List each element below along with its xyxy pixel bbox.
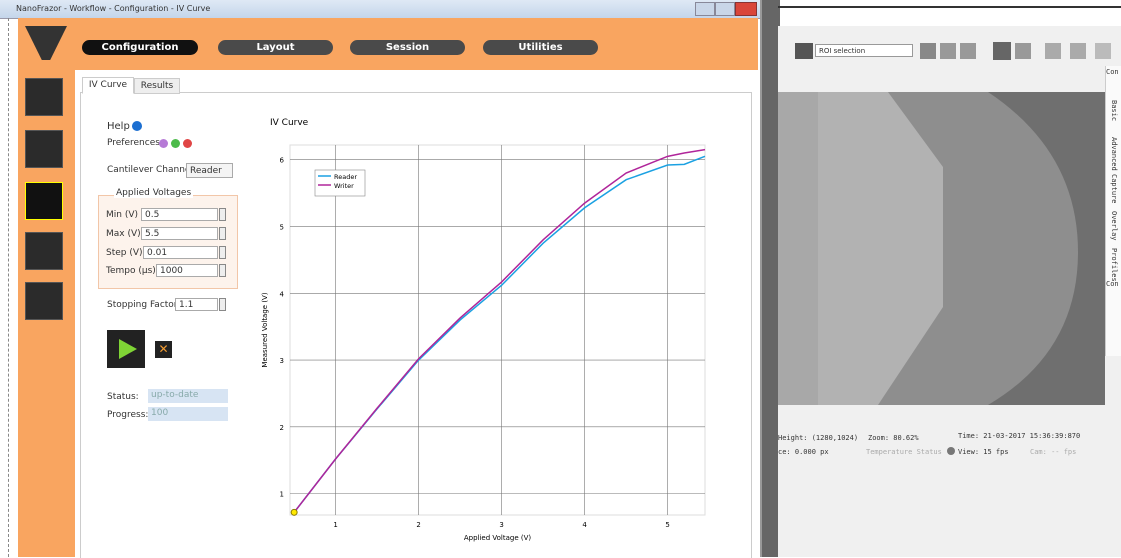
window-divider [760,0,780,557]
stop-button[interactable]: ✕ [155,341,172,358]
field-input[interactable]: 5.5 [141,227,218,240]
tab[interactable]: IV Curve [82,77,134,94]
status-dot [947,447,955,455]
spinner[interactable] [219,227,226,240]
y-tick-label: 2 [280,424,284,432]
channel-label: Cantilever Channel: [107,165,196,175]
status-text: Zoom: 80.62% [868,434,919,442]
y-tick-label: 1 [280,491,284,499]
panel-label: Con [1106,280,1119,288]
pref-icon[interactable] [171,139,180,148]
sidebar-icon[interactable] [25,232,63,270]
field-label: Min (V) [106,210,138,220]
toolbar-icon[interactable] [1095,43,1111,59]
title-bar: NanoFrazor - Workflow - Configuration - … [0,0,760,19]
side-tab[interactable]: Capture [1110,174,1118,204]
help-label: Help [107,121,130,132]
window-title: NanoFrazor - Workflow - Configuration - … [16,4,210,13]
spinner[interactable] [219,298,226,311]
progress-label: Progress: [107,410,148,420]
y-tick-label: 3 [280,357,284,365]
toolbar-icon[interactable] [960,43,976,59]
preferences-label: Preferences [107,138,160,148]
sidebar-icon[interactable] [25,78,63,116]
side-tab[interactable]: Basic [1110,100,1118,121]
field-input[interactable]: 0.01 [143,246,218,259]
status-text: View: 15 fps [958,448,1009,456]
x-tick-label: 5 [665,521,669,529]
window-edge [8,18,9,557]
side-tab[interactable]: Advanced [1110,137,1118,171]
close-button[interactable] [735,2,757,16]
nav-button[interactable]: Layout [218,40,333,55]
nav-button[interactable]: Session [350,40,465,55]
toolbar-icon[interactable] [993,42,1011,60]
toolbar-icon[interactable] [920,43,936,59]
cantilever-base [778,92,818,405]
side-tab[interactable]: Profiles [1110,248,1118,282]
panel-label: Con [1106,68,1119,76]
status-text: Temperature Status [866,448,942,456]
play-glyph [119,339,137,359]
toolbar-icon[interactable] [795,43,813,59]
nav-button[interactable]: Utilities [483,40,598,55]
pref-icon[interactable] [159,139,168,148]
spinner[interactable] [219,208,226,221]
sidebar-icon[interactable] [25,182,63,220]
side-tab[interactable]: Overlay [1110,211,1118,241]
group-title: Applied Voltages [114,188,193,198]
toolbar-icon[interactable] [1070,43,1086,59]
nav-button[interactable]: Configuration [82,40,198,55]
field-input[interactable]: 1000 [156,264,218,277]
y-tick-label: 6 [280,157,285,165]
progress-value: 100 [148,407,228,421]
toolbar-icon[interactable] [940,43,956,59]
status-text: Cam: -- fps [1030,448,1076,456]
x-tick-label: 3 [499,521,503,529]
top-border [778,0,1121,8]
field-label: Max (V) [106,229,141,239]
status-text: ce: 0.000 px [778,448,829,456]
plot-area [290,145,705,515]
field-input[interactable]: 0.5 [141,208,218,221]
x-axis-label: Applied Voltage (V) [464,534,532,542]
legend-label: Writer [334,182,354,190]
status-text: Time: 21-03-2017 15:36:39:870 [958,432,1080,440]
minimize-button[interactable] [695,2,715,16]
play-button[interactable] [107,330,145,368]
chart: IV Curve 1 2 3 4 5 1 2 3 4 5 6 Applied Voltage (V) M… [255,113,725,553]
x-tick-label: 2 [416,521,420,529]
sidebar-icon[interactable] [25,130,63,168]
spinner[interactable] [219,264,226,277]
x-tick-label: 4 [582,521,587,529]
status-label: Status: [107,392,139,402]
channel-select[interactable]: Reader [186,163,233,178]
tab[interactable]: Results [134,78,180,94]
stopping-label: Stopping Factor [107,300,178,310]
x-tick-label: 1 [333,521,337,529]
pref-icon[interactable] [183,139,192,148]
start-marker [291,509,297,515]
y-tick-label: 5 [280,223,284,231]
maximize-button[interactable] [715,2,735,16]
y-tick-label: 4 [280,290,285,298]
help-icon[interactable] [132,121,142,131]
toolbar-icon[interactable] [1015,43,1031,59]
sidebar-icon[interactable] [25,282,63,320]
legend-label: Reader [334,173,357,181]
chart-title: IV Curve [270,118,309,128]
stopping-input[interactable]: 1.1 [175,298,218,311]
field-label: Step (V) [106,248,143,258]
y-axis-label: Measured Voltage (V) [261,292,269,367]
status-text: Height: (1280,1024) [778,434,858,442]
page: NanoFrazor - Workflow - Configuration - … [0,0,1121,557]
field-label: Tempo (µs) [106,266,156,276]
status-value: up-to-date [148,389,228,403]
toolbar-icon[interactable] [1045,43,1061,59]
camera-image [778,92,1105,405]
spinner[interactable] [219,246,226,259]
roi-select[interactable]: ROI selection [815,44,913,57]
